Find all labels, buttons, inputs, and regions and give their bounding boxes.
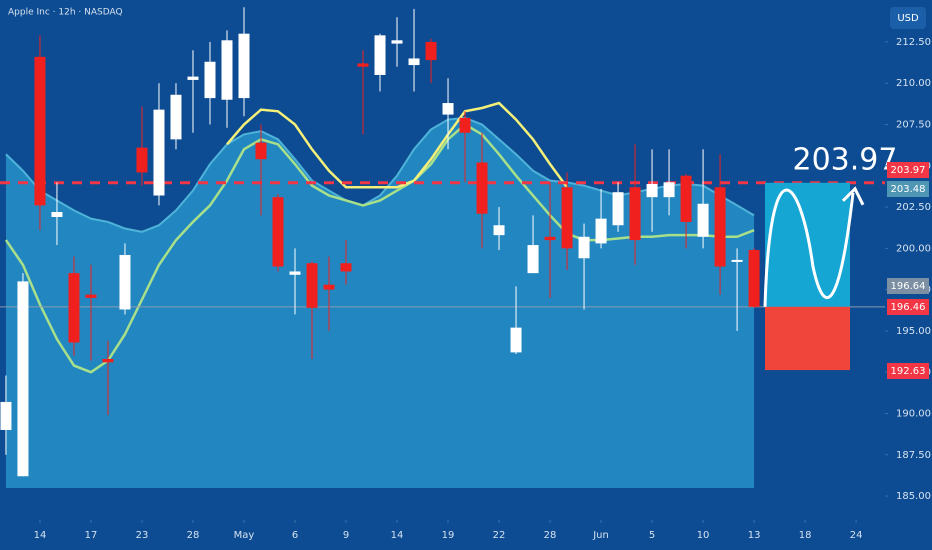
candle-body	[527, 245, 539, 274]
x-tick-label: Jun	[592, 530, 609, 541]
candle-body	[629, 187, 641, 241]
y-tick-label: 190.00	[896, 408, 931, 419]
candle-body	[187, 76, 199, 80]
x-tick-label: 22	[493, 530, 506, 541]
x-tick-label: 19	[442, 530, 455, 541]
y-tick-label: 200.00	[896, 243, 931, 254]
x-tick-label: 28	[544, 530, 557, 541]
price-tag	[887, 162, 929, 178]
candle-body	[204, 61, 216, 99]
y-tick-label: 195.00	[896, 326, 931, 337]
candle-body	[578, 236, 590, 259]
candle-body	[374, 35, 386, 75]
candle-body	[221, 40, 233, 100]
price-tag	[887, 278, 929, 294]
candle-body	[323, 284, 335, 290]
plot: 203.97185.00187.50190.00192.50195.00197.…	[0, 7, 931, 541]
candle-body	[136, 147, 148, 173]
x-tick-label: 18	[799, 530, 812, 541]
stop-zone	[765, 306, 850, 371]
x-tick-label: 6	[292, 530, 298, 541]
candle-body	[544, 236, 556, 241]
candle-body	[153, 109, 165, 196]
x-tick-label: 14	[34, 530, 47, 541]
price-tag	[887, 299, 929, 315]
candle-body	[714, 187, 726, 267]
candle-body	[34, 56, 46, 206]
candle-body	[119, 254, 131, 310]
candle-body	[255, 142, 267, 160]
candle-body	[748, 250, 760, 307]
x-tick-label: 28	[187, 530, 200, 541]
candle-body	[510, 327, 522, 353]
candle-body	[442, 103, 454, 115]
y-tick-label: 210.00	[896, 78, 931, 89]
candle-body	[238, 33, 250, 99]
candle-body	[170, 94, 182, 140]
x-tick-label: 23	[136, 530, 149, 541]
price-tag	[887, 181, 929, 197]
projection-curve	[763, 188, 855, 307]
candle-body	[289, 271, 301, 275]
candle-body	[663, 182, 675, 198]
projection-arrow	[841, 186, 865, 206]
candle-body	[102, 358, 114, 363]
y-tick-label: 185.00	[896, 491, 931, 502]
candle-body	[459, 117, 471, 133]
currency-label[interactable]: USD	[897, 13, 919, 24]
candle-body	[51, 212, 63, 217]
candle-body	[731, 259, 743, 262]
candle-body	[340, 263, 352, 272]
x-tick-label: 17	[85, 530, 98, 541]
candle-body	[680, 175, 692, 222]
price-tag-label: 196.46	[891, 302, 926, 313]
x-tick-label: May	[234, 530, 255, 541]
candle-body	[425, 41, 437, 61]
candle-body	[646, 183, 658, 198]
chart-title: Apple Inc · 12h · NASDAQ	[8, 8, 123, 18]
candle-body	[595, 218, 607, 244]
moving-average	[226, 101, 569, 189]
price-tag-label: 203.97	[891, 165, 926, 176]
x-tick-label: 13	[748, 530, 761, 541]
candle-body	[85, 294, 97, 298]
candle-body	[612, 192, 624, 226]
candle-body	[0, 401, 12, 431]
candle-body	[357, 63, 369, 67]
x-tick-label: 5	[649, 530, 655, 541]
price-tag-label: 203.48	[891, 184, 926, 195]
candle-body	[272, 197, 284, 267]
candle-body	[17, 281, 29, 477]
y-tick-label: 202.50	[896, 202, 931, 213]
candle-body	[408, 58, 420, 66]
candle-body	[493, 225, 505, 236]
target-label: 203.97	[793, 142, 898, 177]
y-tick-label: 187.50	[896, 450, 931, 461]
area-line	[5, 116, 755, 233]
currency-button[interactable]	[890, 7, 926, 29]
y-tick-label: 207.50	[896, 120, 931, 131]
candle-body	[391, 40, 403, 44]
candle-body	[476, 162, 488, 214]
candle-body	[697, 203, 709, 237]
price-tag-label: 192.63	[891, 366, 926, 377]
x-tick-label: 9	[343, 530, 349, 541]
price-tag-label: 196.64	[891, 281, 926, 292]
candle-body	[306, 263, 318, 308]
x-tick-label: 10	[697, 530, 710, 541]
x-tick-label: 24	[850, 530, 863, 541]
price-tag	[887, 363, 929, 379]
x-tick-label: 14	[391, 530, 404, 541]
candle-body	[561, 187, 573, 249]
y-tick-label: 212.50	[896, 37, 931, 48]
candle-body	[68, 273, 80, 343]
moving-average	[4, 122, 755, 374]
